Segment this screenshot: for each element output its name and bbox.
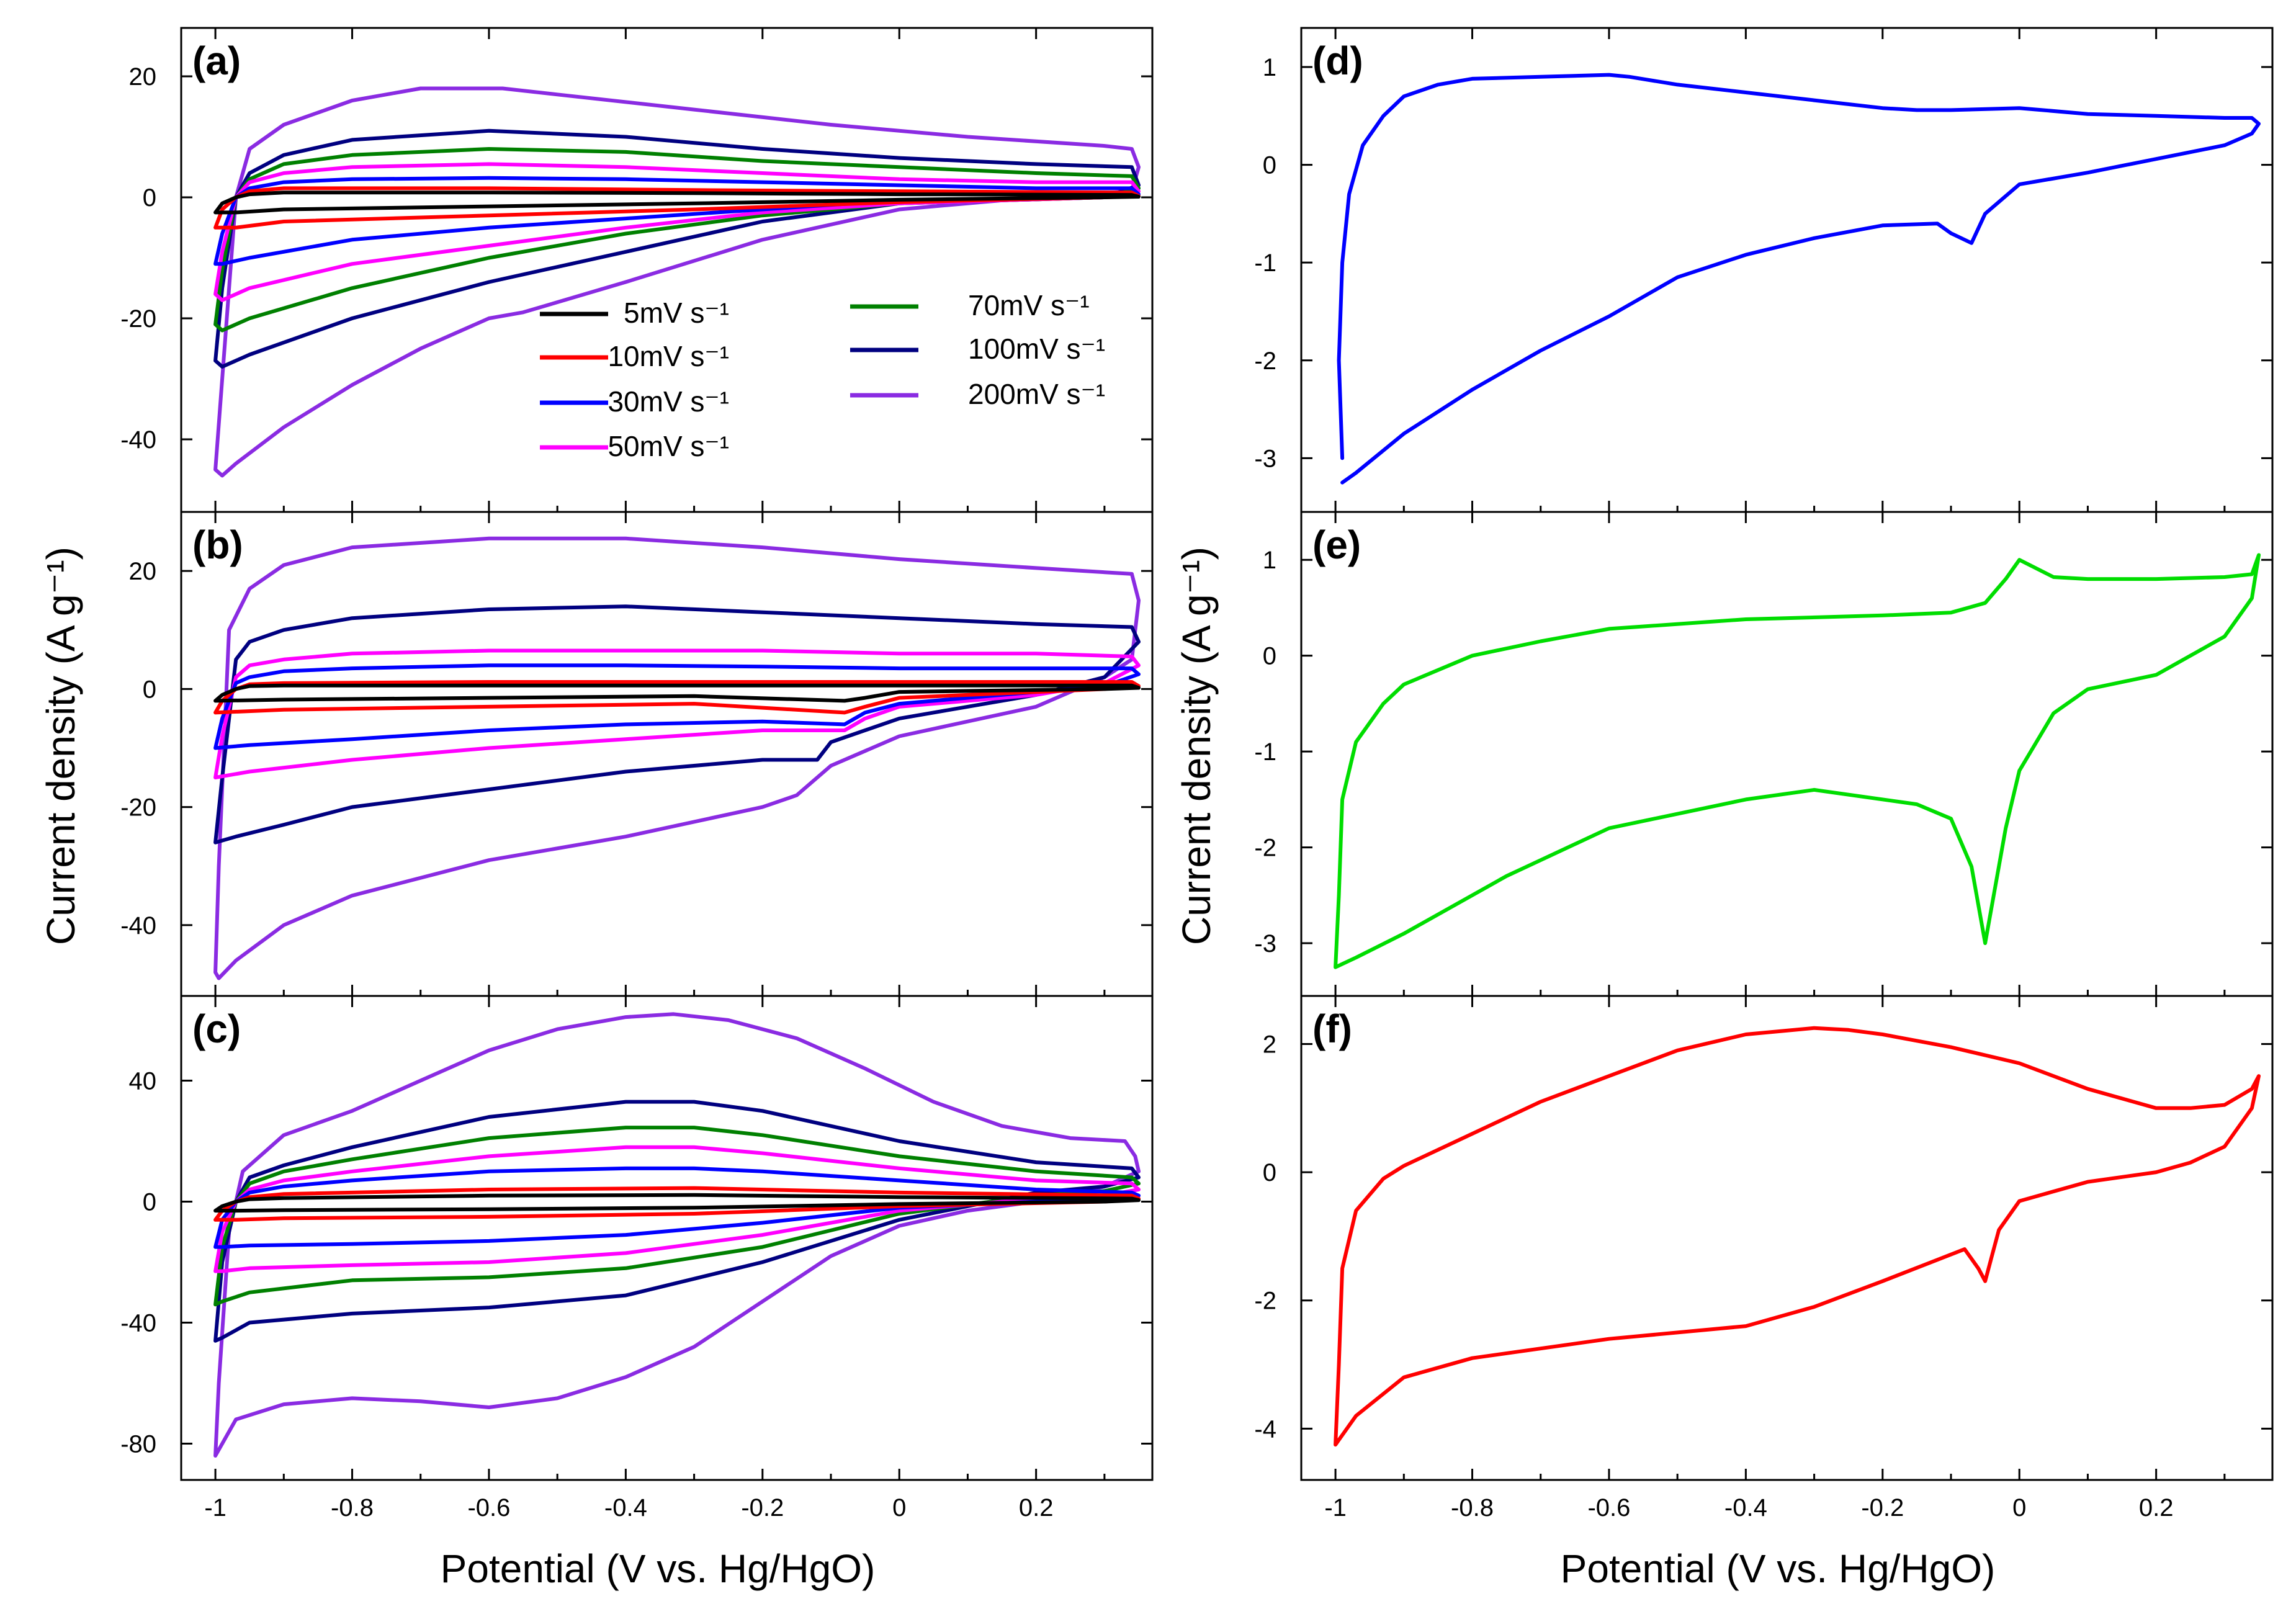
x-tick-label-c-1: -0.8 [331,1494,374,1522]
legend-label-100: 100mV s⁻¹ [968,333,1105,365]
panel-b: -40 -20 0 20 (b) [120,511,1154,997]
plot-frame-d [1300,27,2274,513]
panel-d: -3 -2 -1 0 1 (d) [1254,27,2274,513]
series-line-b-50 [213,648,1141,779]
series-line-a-200 [213,86,1141,478]
y-tick-label-f-2: 0 [1263,1159,1276,1186]
y-tick-label-d-4: 1 [1263,54,1276,81]
y-tick-label-c-1: -40 [120,1310,156,1337]
series-line-c-100 [213,1100,1141,1343]
plot-frame-c [180,995,1154,1481]
series-line-c-5 [213,1193,1141,1213]
y-tick-label-a-1: -20 [120,305,156,333]
y-tick-label-c-3: 40 [129,1068,157,1095]
x-tick-label-f-6: 0.2 [2139,1494,2174,1522]
x-tick-label-c-3: -0.4 [604,1494,647,1522]
y-tick-label-c-2: 0 [143,1189,156,1216]
x-tick-label-c-2: -0.6 [467,1494,510,1522]
panel-e: -3 -2 -1 0 1 (e) [1254,511,2274,997]
y-tick-label-b-3: 20 [129,558,157,585]
series-line-a-70 [213,147,1141,333]
series-line-c-200 [213,1012,1141,1458]
series-group-a [213,86,1141,478]
series-group-d [1337,73,2261,485]
series-group-c [213,1012,1141,1458]
panel-label-b: (b) [192,522,243,567]
panel-label-c: (c) [192,1006,241,1051]
y-tick-label-b-2: 0 [143,676,156,703]
x-axis-title-right: Potential (V vs. Hg/HgO) [1561,1546,1996,1591]
y-tick-label-f-3: 2 [1263,1031,1276,1058]
y-tick-label-d-1: -2 [1254,347,1276,375]
plot-frame-b [180,511,1154,997]
series-line-f-f [1334,1026,2261,1447]
y-tick-label-f-1: -2 [1254,1288,1276,1315]
legend-label-200: 200mV s⁻¹ [968,378,1105,410]
series-group-f [1334,1026,2261,1447]
x-tick-label-f-3: -0.4 [1724,1494,1767,1522]
y-tick-label-e-3: 0 [1263,643,1276,670]
y-tick-label-b-1: -20 [120,794,156,822]
series-line-d-d [1337,73,2261,485]
legend-label-30: 30mV s⁻¹ [608,385,729,418]
series-line-c-70 [213,1126,1141,1307]
x-tick-label-f-2: -0.6 [1587,1494,1630,1522]
x-axis-title-left: Potential (V vs. Hg/HgO) [441,1546,876,1591]
panel-label-f: (f) [1312,1006,1352,1051]
series-line-a-30 [213,176,1141,266]
x-tick-label-c-4: -0.2 [741,1494,784,1522]
legend: 5mV s⁻¹ 10mV s⁻¹ 30mV s⁻¹ 50mV s⁻¹ 70mV s⁻¹ 1… [540,289,1105,462]
series-line-b-30 [213,663,1141,750]
series-group-e [1334,553,2261,969]
panel-f: -1 -0.8 -0.6 -0.4 -0.2 0 0.2 -4 -2 0 2 (f) [1254,995,2274,1522]
series-line-c-30 [213,1166,1141,1249]
series-line-a-10 [213,186,1141,230]
y-tick-label-a-2: 0 [143,184,156,212]
series-group-b [213,536,1141,980]
y-axis-title-left: Current density (A g⁻¹) [38,547,83,945]
panel-label-d: (d) [1312,38,1363,83]
y-tick-label-e-1: -2 [1254,835,1276,862]
x-tick-label-f-4: -0.2 [1861,1494,1904,1522]
series-line-b-5 [213,683,1141,703]
y-tick-label-a-3: 20 [129,63,157,91]
x-tick-label-c-0: -1 [204,1494,226,1522]
x-tick-label-f-1: -0.8 [1451,1494,1494,1522]
y-tick-label-e-4: 1 [1263,547,1276,574]
legend-label-50: 50mV s⁻¹ [608,430,729,462]
legend-label-70: 70mV s⁻¹ [968,289,1090,321]
series-line-a-5 [213,190,1141,215]
x-tick-label-f-0: -1 [1324,1494,1347,1522]
legend-label-5: 5mV s⁻¹ [624,297,729,329]
y-tick-label-e-2: -1 [1254,738,1276,766]
y-tick-label-d-2: -1 [1254,249,1276,277]
x-tick-label-f-5: 0 [2012,1494,2026,1522]
y-axis-title-right: Current density (A g⁻¹) [1174,547,1219,945]
plot-frame-f [1300,995,2274,1481]
series-line-a-50 [213,162,1141,302]
series-line-c-50 [213,1145,1141,1273]
panel-a: -40 -20 0 20 (a) [120,27,1154,513]
y-tick-label-d-0: -3 [1254,445,1276,472]
series-line-a-100 [213,128,1141,369]
plot-frame-e [1300,511,2274,997]
series-line-b-100 [213,604,1141,845]
y-tick-label-c-0: -80 [120,1431,156,1458]
y-tick-label-a-0: -40 [120,426,156,454]
y-tick-label-f-0: -4 [1254,1415,1276,1443]
x-tick-label-c-5: 0 [892,1494,906,1522]
panel-label-a: (a) [192,38,241,83]
legend-label-10: 10mV s⁻¹ [608,340,729,372]
panel-label-e: (e) [1312,522,1361,567]
y-tick-label-b-0: -40 [120,912,156,939]
x-tick-label-c-6: 0.2 [1019,1494,1054,1522]
series-line-e-e [1334,553,2261,969]
panel-c: -1 -0.8 -0.6 -0.4 -0.2 0 0.2 -80 -40 0 40 (c) [120,995,1154,1522]
y-tick-label-e-0: -3 [1254,930,1276,957]
y-tick-label-d-3: 0 [1263,152,1276,179]
